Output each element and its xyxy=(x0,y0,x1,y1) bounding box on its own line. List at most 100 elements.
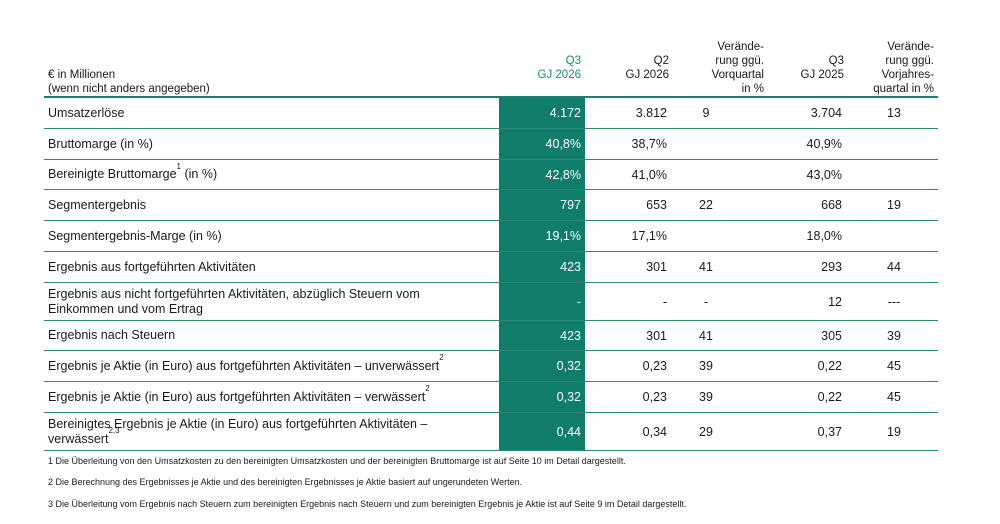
highlight-cell xyxy=(499,321,585,350)
highlight-cell xyxy=(499,413,585,450)
highlight-cell xyxy=(499,129,585,159)
header-change-quarter-line2: rung ggü. xyxy=(715,55,764,67)
row-label: Ergebnis aus fortgeführten Aktivitäten xyxy=(48,259,256,274)
row-label: Umsatzerlöse xyxy=(48,105,125,120)
table-row: Ergebnis je Aktie (in Euro) aus fortgefü… xyxy=(44,382,938,413)
header-change-quarter-line4: in % xyxy=(741,83,764,95)
header-q3-previous-line2: GJ 2025 xyxy=(800,69,844,81)
value-q3-previous: 12 xyxy=(828,294,842,309)
value-change-year: 19 xyxy=(887,424,901,439)
header-unit-label: € in Millionen (wenn nicht anders angege… xyxy=(48,68,210,96)
value-q3-previous: 3.704 xyxy=(810,106,842,120)
value-change-year: 19 xyxy=(887,198,901,212)
value-q2: 301 xyxy=(646,260,667,274)
value-q3-previous: 40,9% xyxy=(806,137,842,151)
table-row: Ergebnis aus nicht fortgeführten Aktivit… xyxy=(44,283,938,321)
value-change-year: 45 xyxy=(887,359,901,373)
header-q3-current-line1: Q3 xyxy=(565,55,581,67)
table-row: Ergebnis aus fortgeführten Aktivitäten 4… xyxy=(44,252,938,283)
footnote-1: 1 Die Überleitung von den Umsatzkosten z… xyxy=(48,456,626,466)
footnote-ref: 1 xyxy=(176,161,181,171)
value-q3-current: 0,32 xyxy=(556,359,581,373)
header-change-quarter: Verände- rung ggü. Vorquartal in % xyxy=(674,40,764,96)
table-row: Bereinigtes Ergebnis je Aktie (in Euro) … xyxy=(44,413,938,451)
value-q2: - xyxy=(662,294,667,309)
value-change-quarter: 9 xyxy=(702,106,710,120)
value-q3-current: 40,8% xyxy=(545,137,581,151)
table-row: Ergebnis je Aktie (in Euro) aus fortgefü… xyxy=(44,351,938,382)
value-q3-current: 42,8% xyxy=(545,167,581,182)
value-change-year: 39 xyxy=(887,328,901,343)
header-q2-line2: GJ 2026 xyxy=(625,69,669,81)
value-q3-previous: 0,22 xyxy=(817,390,842,404)
header-change-year-line4: quartal in % xyxy=(873,83,934,95)
highlight-cell xyxy=(499,252,585,282)
value-change-quarter: 39 xyxy=(699,359,713,373)
row-label: Segmentergebnis-Marge (in %) xyxy=(48,228,222,243)
value-q3-current: 19,1% xyxy=(545,229,581,243)
highlight-cell xyxy=(499,283,585,320)
value-change-quarter: 29 xyxy=(699,424,713,439)
header-q3-previous-line1: Q3 xyxy=(828,55,844,67)
header-q3-current-line2: GJ 2026 xyxy=(537,69,581,81)
row-label: Ergebnis aus nicht fortgeführten Aktivit… xyxy=(48,287,488,317)
header-q2-line1: Q2 xyxy=(653,55,669,67)
row-label: Ergebnis je Aktie (in Euro) aus fortgefü… xyxy=(48,353,444,373)
footnote-3: 3 Die Überleitung vom Ergebnis nach Steu… xyxy=(48,499,687,509)
value-q2: 0,23 xyxy=(642,390,667,404)
row-label-line2: Einkommen und vom Ertrag xyxy=(48,301,203,316)
value-q2: 0,34 xyxy=(642,424,667,439)
highlight-cell xyxy=(499,351,585,381)
value-q3-current: 423 xyxy=(560,260,581,274)
row-label: Bereinigte Bruttomarge1 (in %) xyxy=(48,161,218,181)
header-change-quarter-line3: Vorquartal xyxy=(711,69,764,81)
row-label: Ergebnis nach Steuern xyxy=(48,328,176,342)
footnote-ref: 2 xyxy=(425,384,430,394)
value-change-year: 13 xyxy=(887,106,901,120)
header-change-year-line1: Verände- xyxy=(887,41,934,53)
value-q3-previous: 668 xyxy=(821,198,842,212)
header-q3-current: Q3 GJ 2026 xyxy=(499,54,581,96)
value-q3-current: 0,32 xyxy=(556,390,581,404)
row-label-line1: Ergebnis aus nicht fortgeführten Aktivit… xyxy=(48,286,420,301)
value-change-year: 45 xyxy=(887,390,901,404)
value-change-year: --- xyxy=(887,294,901,309)
value-q3-previous: 305 xyxy=(821,328,842,343)
value-change-quarter: - xyxy=(703,294,709,309)
header-change-quarter-line1: Verände- xyxy=(717,41,764,53)
row-label: Segmentergebnis xyxy=(48,197,146,212)
row-label: Bruttomarge (in %) xyxy=(48,136,153,151)
row-label-line2: verwässert2,3 xyxy=(48,426,120,446)
value-change-quarter: 41 xyxy=(699,260,713,274)
table-row: Umsatzerlöse 4.172 3.812 9 3.704 13 xyxy=(44,98,938,129)
value-q2: 653 xyxy=(646,198,667,212)
footnote-ref: 2 xyxy=(439,353,444,363)
table-row: Segmentergebnis 797 653 22 668 19 xyxy=(44,190,938,221)
table-row: Segmentergebnis-Marge (in %) 19,1% 17,1%… xyxy=(44,221,938,252)
value-q3-previous: 0,22 xyxy=(817,359,842,373)
row-label-line1: Bereinigtes Ergebnis je Aktie (in Euro) … xyxy=(48,416,428,431)
value-q3-previous: 18,0% xyxy=(806,229,842,243)
highlight-cell xyxy=(499,382,585,412)
value-q3-current: 0,44 xyxy=(556,424,581,439)
value-q2: 0,23 xyxy=(642,359,667,373)
highlight-cell xyxy=(499,98,585,128)
header-unit-line2: (wenn nicht anders angegeben) xyxy=(48,83,210,95)
value-change-year: 44 xyxy=(887,260,901,274)
header-rule xyxy=(44,96,938,98)
value-change-quarter: 22 xyxy=(699,198,713,212)
value-q3-current: 4.172 xyxy=(549,106,581,120)
header-unit-line1: € in Millionen xyxy=(48,69,116,81)
value-q3-previous: 0,37 xyxy=(817,424,842,439)
header-q2: Q2 GJ 2026 xyxy=(589,54,669,96)
value-q3-current: 797 xyxy=(560,198,581,212)
highlight-cell xyxy=(499,221,585,251)
row-label: Bereinigtes Ergebnis je Aktie (in Euro) … xyxy=(48,417,488,447)
value-change-quarter: 41 xyxy=(699,328,713,343)
header-q3-previous: Q3 GJ 2025 xyxy=(764,54,844,96)
value-q2: 38,7% xyxy=(631,137,667,151)
value-q3-current: - xyxy=(576,294,581,309)
value-q2: 41,0% xyxy=(631,167,667,182)
header-change-year-line3: Vorjahres- xyxy=(881,69,934,81)
value-q3-previous: 43,0% xyxy=(806,167,842,182)
